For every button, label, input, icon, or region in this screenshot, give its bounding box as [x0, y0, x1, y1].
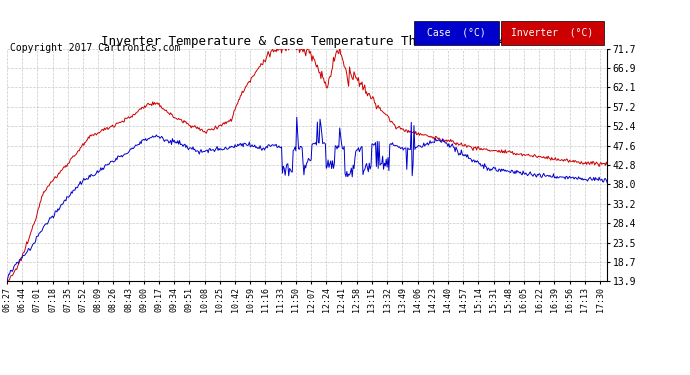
FancyBboxPatch shape — [501, 21, 604, 45]
Text: Case  (°C): Case (°C) — [427, 28, 486, 38]
FancyBboxPatch shape — [414, 21, 500, 45]
Title: Inverter Temperature & Case Temperature Thu Mar 9 17:47: Inverter Temperature & Case Temperature … — [101, 34, 513, 48]
Text: Inverter  (°C): Inverter (°C) — [511, 28, 593, 38]
Text: Copyright 2017 Cartronics.com: Copyright 2017 Cartronics.com — [10, 43, 181, 52]
